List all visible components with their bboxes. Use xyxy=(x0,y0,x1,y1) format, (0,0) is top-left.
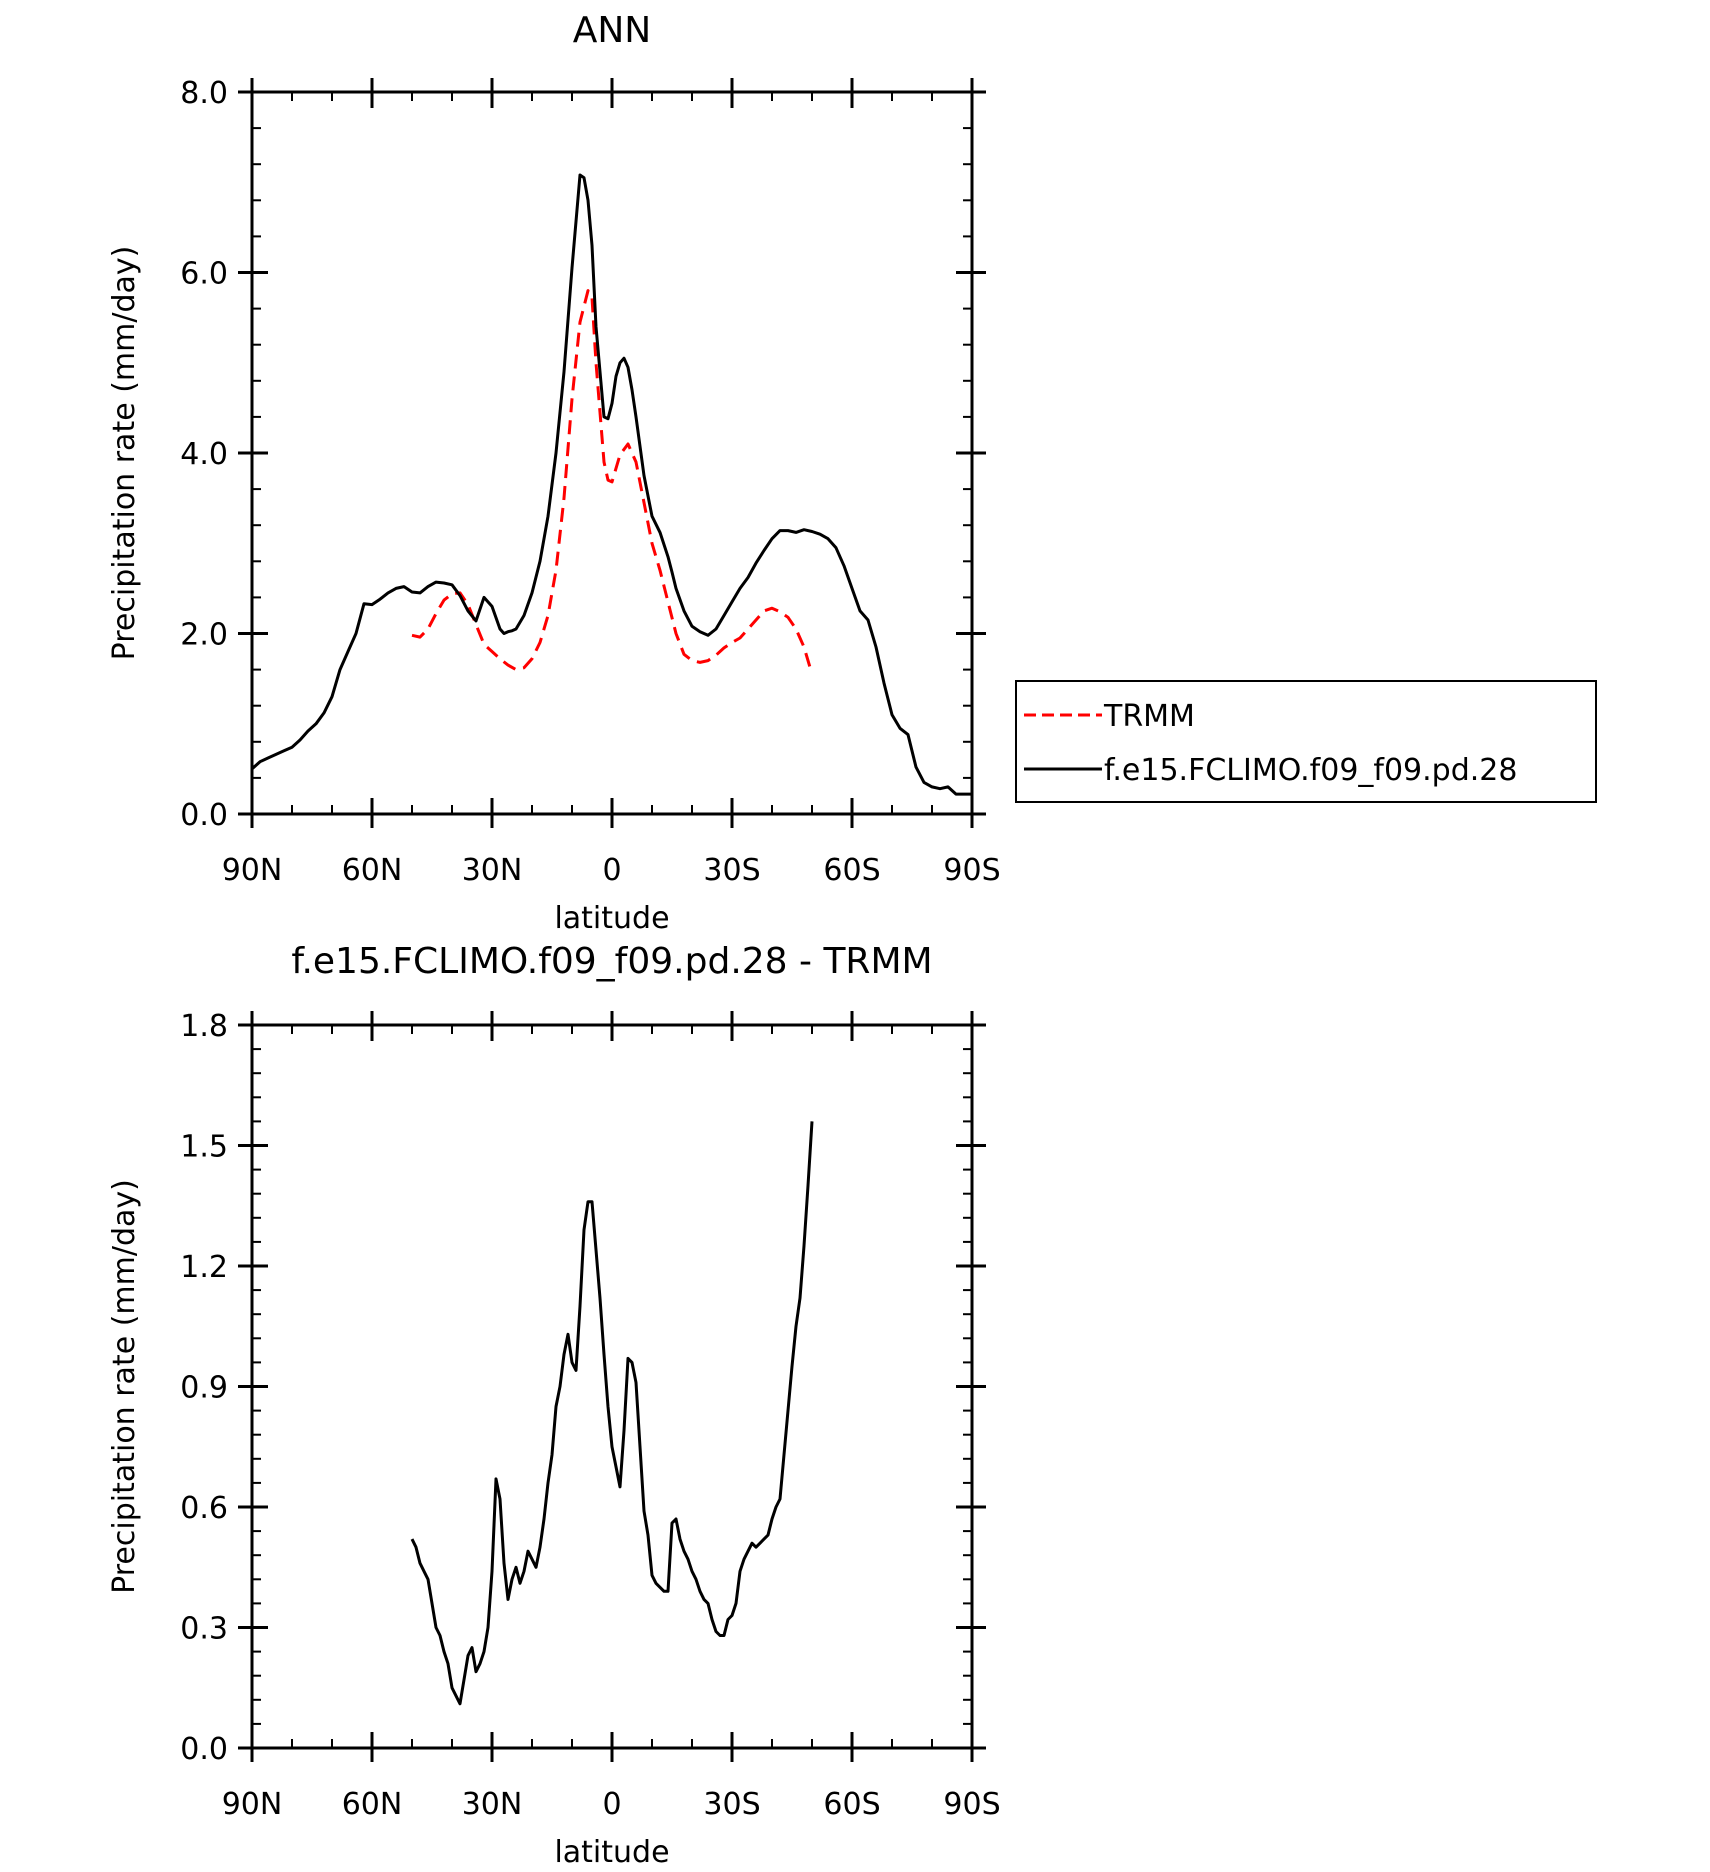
y-tick-label: 0.6 xyxy=(180,1491,228,1526)
x-tick-label: 60N xyxy=(342,853,403,888)
plot-frame xyxy=(250,90,974,816)
x-tick-label: 30S xyxy=(703,1787,760,1822)
y-tick-label: 0.3 xyxy=(180,1612,228,1647)
legend-label-1: f.e15.FCLIMO.f09_f09.pd.28 xyxy=(1104,753,1517,788)
series-line-0 xyxy=(410,1121,814,1706)
x-tick-label: 90S xyxy=(943,1787,1000,1822)
y-tick-label: 2.0 xyxy=(180,618,228,653)
y-tick-label: 4.0 xyxy=(180,437,228,472)
chart-title: ANN xyxy=(573,10,652,51)
x-tick-label: 90N xyxy=(222,1787,283,1822)
y-tick-label: 1.8 xyxy=(180,1009,228,1044)
y-axis-title: Precipitation rate (mm/day) xyxy=(107,1179,142,1594)
x-tick-label: 60N xyxy=(342,1787,403,1822)
x-axis-title: latitude xyxy=(554,901,669,936)
y-axis-title: Precipitation rate (mm/day) xyxy=(107,246,142,661)
y-tick-label: 0.9 xyxy=(180,1371,228,1406)
legend-box xyxy=(1015,680,1597,803)
x-tick-label: 30N xyxy=(462,853,523,888)
y-tick-label: 0.0 xyxy=(180,798,228,833)
series-line-0 xyxy=(411,289,814,675)
x-tick-label: 90N xyxy=(222,853,283,888)
chart-panel-difference: 0.0 0.3 0.6 0.9 1.2 1.5 1.8 90N 60N 30N 0 30S 60S 90S… xyxy=(107,941,1001,1870)
series-line-1 xyxy=(250,173,972,796)
y-tick-label: 1.5 xyxy=(180,1130,228,1165)
x-tick-label: 30N xyxy=(462,1787,523,1822)
y-tick-label: 8.0 xyxy=(180,76,228,111)
y-tick-label: 0.0 xyxy=(180,1732,228,1767)
x-tick-label: 30S xyxy=(703,853,760,888)
legend: TRMM f.e15.FCLIMO.f09_f09.pd.28 xyxy=(1015,680,1597,803)
x-tick-label: 0 xyxy=(602,1787,621,1822)
y-tick-label: 6.0 xyxy=(180,257,228,292)
y-tick-label: 1.2 xyxy=(180,1250,228,1285)
x-tick-label: 60S xyxy=(823,1787,880,1822)
x-axis-title: latitude xyxy=(554,1835,669,1870)
x-tick-label: 90S xyxy=(943,853,1000,888)
x-tick-label: 60S xyxy=(823,853,880,888)
chart-title: f.e15.FCLIMO.f09_f09.pd.28 - TRMM xyxy=(291,941,932,982)
chart-panel-annual: 0.0 2.0 4.0 6.0 8.0 90N 60N 30N 0 30S 60S 90S ANN lat… xyxy=(107,10,1597,936)
x-tick-label: 0 xyxy=(602,853,621,888)
plot-frame xyxy=(250,1023,974,1750)
legend-label-0: TRMM xyxy=(1103,699,1195,734)
